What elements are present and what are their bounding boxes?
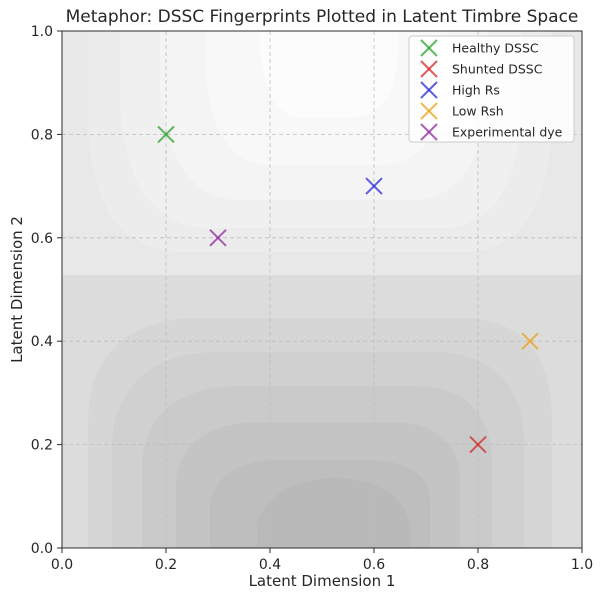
plot-frame <box>61 30 583 549</box>
legend: Healthy DSSC Shunted DSSC High Rs Low Rsh Ex… <box>408 35 575 143</box>
data-point-series-3-stroke-b <box>521 332 539 350</box>
contour-bottom-level-6 <box>257 478 410 548</box>
x-tick-label: 0.6 <box>363 557 385 573</box>
data-point-series-1-stroke-b <box>469 435 487 454</box>
y-tick-label: 0.0 <box>31 541 53 557</box>
data-point-series-1 <box>469 435 487 454</box>
x-tick-label: 1.0 <box>571 557 593 573</box>
data-point-series-3 <box>521 332 539 350</box>
legend-marker-0-stroke-b <box>420 39 438 57</box>
x-axis-label: Latent Dimension 1 <box>249 572 396 590</box>
contour-top-level-5 <box>260 31 398 118</box>
legend-marker-1-stroke-b <box>420 60 438 78</box>
legend-marker-3-stroke-b <box>420 102 438 120</box>
legend-marker-4 <box>420 123 438 141</box>
legend-label-3: Low Rsh <box>452 104 504 119</box>
chart-title: Metaphor: DSSC Fingerprints Plotted in L… <box>66 7 579 27</box>
y-tick-label: 1.0 <box>31 24 53 40</box>
y-tick-label: 0.4 <box>31 334 53 350</box>
legend-marker-0 <box>420 39 438 57</box>
legend-marker-1 <box>420 60 438 78</box>
y-tick-label: 0.2 <box>31 438 53 454</box>
data-point-series-0 <box>157 125 175 144</box>
x-tick-label: 0.2 <box>155 557 177 573</box>
data-points <box>157 125 539 454</box>
legend-marker-2-stroke-b <box>420 81 438 99</box>
legend-marker-2 <box>420 81 438 99</box>
y-tick-label: 0.8 <box>31 127 53 143</box>
legend-marker-4-stroke-b <box>420 123 438 141</box>
legend-box <box>408 35 575 143</box>
data-point-series-0-stroke-b <box>157 125 175 144</box>
legend-label-2: High Rs <box>452 83 500 98</box>
x-tick-label: 0.4 <box>259 557 281 573</box>
legend-marker-3 <box>420 102 438 120</box>
x-tick-label: 0.0 <box>51 557 73 573</box>
data-point-series-4-stroke-b <box>209 229 227 247</box>
y-tick-label: 0.6 <box>31 231 53 247</box>
data-point-series-2-stroke-b <box>365 177 383 195</box>
legend-label-0: Healthy DSSC <box>452 41 539 56</box>
data-point-series-4 <box>209 229 227 247</box>
legend-label-4: Experimental dye <box>452 125 563 140</box>
legend-label-1: Shunted DSSC <box>452 62 543 77</box>
y-axis-label: Latent Dimension 2 <box>8 216 26 363</box>
x-tick-label: 0.8 <box>467 557 489 573</box>
axis-ticks: 0.0 0.2 0.4 0.6 0.8 1.0 0.0 0.2 0.4 0.6 0.8 1.0 <box>31 24 593 573</box>
data-point-series-2 <box>365 177 383 195</box>
